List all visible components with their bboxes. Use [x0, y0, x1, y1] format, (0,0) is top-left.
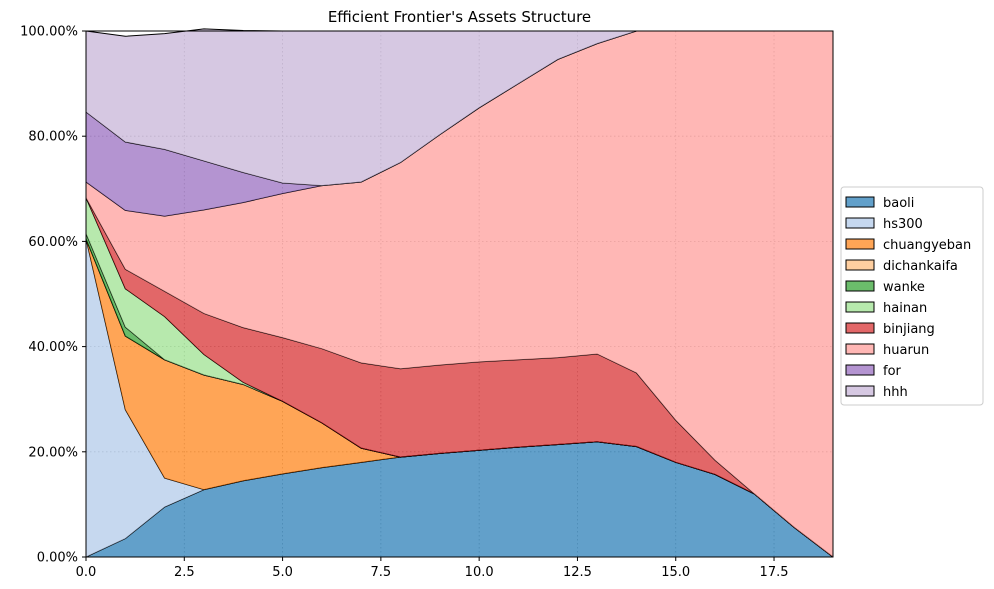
legend-swatch-hs300	[845, 217, 875, 229]
legend-swatch-huarun	[845, 343, 875, 355]
legend-swatch-dichankaifa	[845, 259, 875, 271]
legend-swatch-baoli	[845, 196, 875, 208]
area-baoli	[86, 441, 833, 557]
legend-swatch-wanke	[845, 280, 875, 292]
legend-label-hainan: hainan	[883, 301, 927, 316]
area-huarun	[86, 31, 833, 557]
x-tick-label: 10.0	[465, 565, 494, 580]
legend-swatch-for	[845, 364, 875, 376]
legend-swatch-hainan	[845, 301, 875, 313]
legend-label-chuangyeban: chuangyeban	[883, 238, 971, 253]
legend-box	[840, 186, 984, 406]
legend-label-hhh: hhh	[883, 385, 908, 400]
x-tick-label: 15.0	[661, 565, 690, 580]
y-tick-label: 0.00%	[37, 551, 78, 566]
x-tick-label: 12.5	[563, 565, 592, 580]
plot-frame	[85, 30, 834, 558]
y-tick-label: 40.00%	[28, 340, 78, 355]
legend-label-hs300: hs300	[883, 217, 923, 232]
y-tick-label: 80.00%	[28, 130, 78, 145]
legend-label-huarun: huarun	[883, 343, 929, 358]
area-hhh	[86, 28, 833, 186]
area-binjiang	[86, 197, 833, 558]
x-tick-label: 5.0	[272, 565, 293, 580]
axes: 0.0 2.5 5.0 7.5 10.0 12.5 15.0 17.5 0.00% 20.00% 4…	[20, 25, 788, 581]
legend-swatch-hhh	[845, 385, 875, 397]
legend: baoli hs300 chuangyeban dichankaifa wanke hai…	[840, 186, 984, 406]
legend-label-baoli: baoli	[883, 196, 914, 211]
y-tick-label: 20.00%	[28, 445, 78, 460]
legend-swatch-chuangyeban	[845, 238, 875, 250]
legend-label-dichankaifa: dichankaifa	[883, 259, 958, 274]
x-tick-label: 17.5	[760, 565, 789, 580]
legend-label-binjiang: binjiang	[883, 322, 935, 337]
x-tick-label: 2.5	[174, 565, 195, 580]
area-chuangyeban	[86, 238, 833, 557]
legend-label-wanke: wanke	[883, 280, 925, 295]
legend-label-for: for	[883, 364, 902, 379]
chart-title: Efficient Frontier's Assets Structure	[328, 8, 591, 26]
y-tick-label: 60.00%	[28, 235, 78, 250]
x-tick-label: 7.5	[371, 565, 392, 580]
area-for	[86, 31, 833, 217]
area-series	[85, 28, 834, 558]
x-tick-label: 0.0	[76, 565, 97, 580]
y-tick-label: 100.00%	[20, 25, 78, 40]
legend-swatch-binjiang	[845, 322, 875, 334]
